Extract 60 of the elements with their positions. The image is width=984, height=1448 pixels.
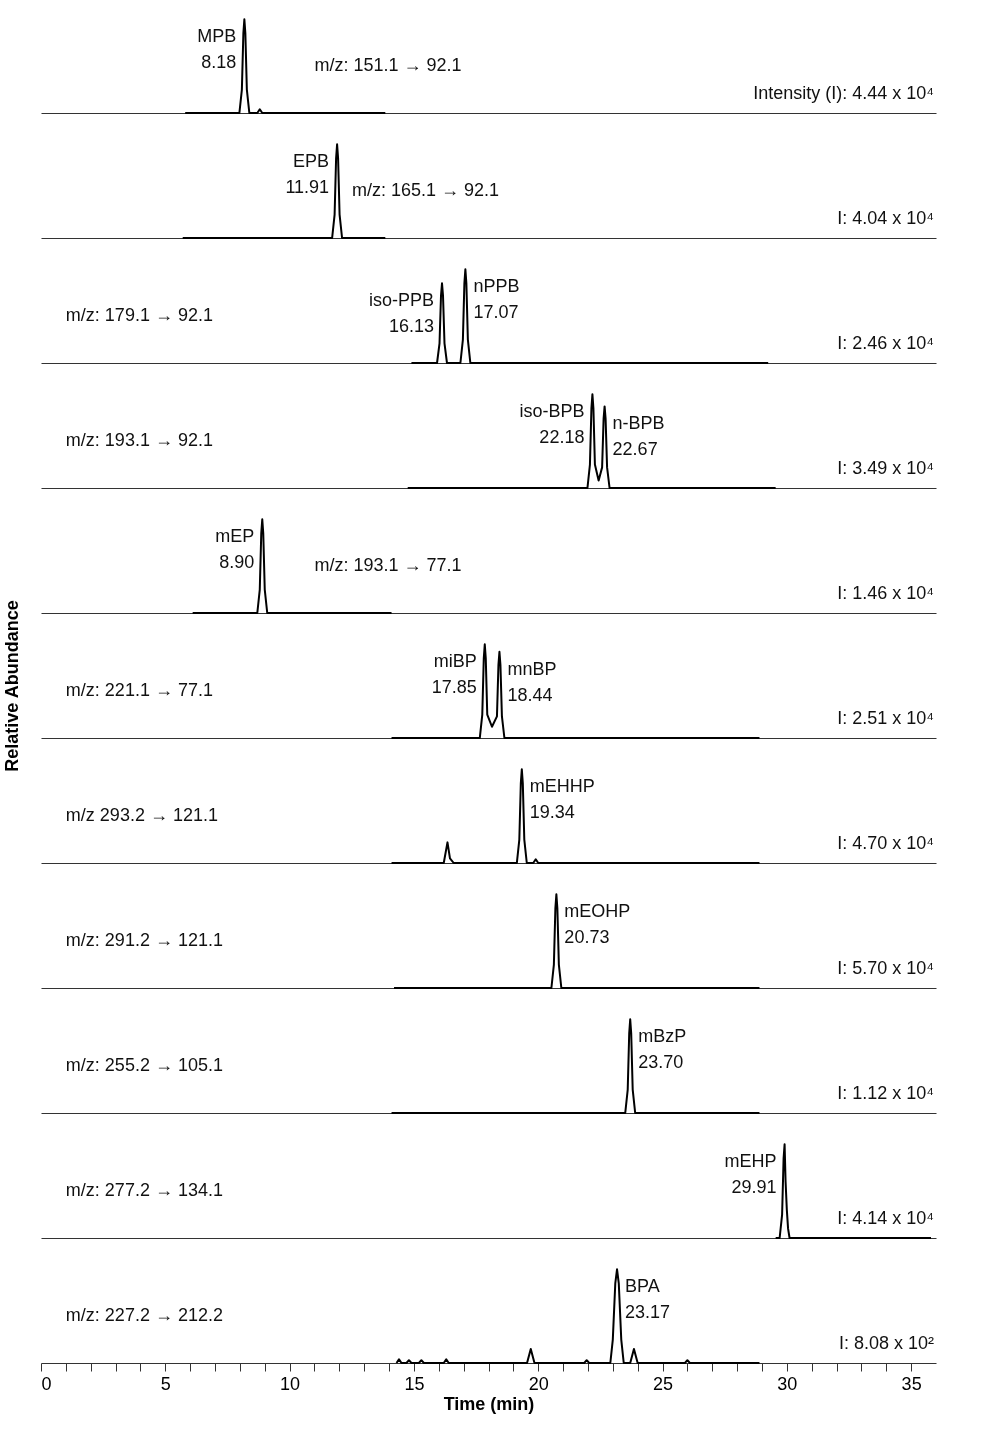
- annotation: 17.85: [431, 677, 477, 698]
- annotation: 20.73: [564, 927, 610, 948]
- annotation: I: 1.12 x 10⁴: [837, 1083, 934, 1104]
- x-tick-label: 5: [160, 1373, 171, 1394]
- annotation: m/z: 193.1 → 77.1: [314, 555, 462, 576]
- annotation: I: 4.70 x 10⁴: [837, 833, 934, 854]
- annotation: m/z: 255.2 → 105.1: [65, 1055, 223, 1076]
- annotation: miBP: [433, 651, 477, 672]
- annotation: I: 1.46 x 10⁴: [837, 583, 934, 604]
- annotation: 23.17: [625, 1302, 671, 1323]
- annotation: m/z: 193.1 → 92.1: [65, 430, 213, 451]
- annotation: 17.07: [473, 302, 519, 323]
- annotation: 22.18: [539, 427, 585, 448]
- annotation: nPPB: [473, 276, 520, 297]
- annotation: mBzP: [638, 1026, 687, 1047]
- annotation: EPB: [293, 151, 330, 172]
- annotation: I: 4.14 x 10⁴: [837, 1208, 934, 1229]
- y-axis-title: Relative Abundance: [1, 600, 22, 772]
- annotation: 8.90: [219, 552, 255, 573]
- annotation: I: 4.04 x 10⁴: [837, 208, 934, 229]
- annotation: I: 3.49 x 10⁴: [837, 458, 934, 479]
- annotation: mEHHP: [529, 776, 595, 797]
- annotation: 22.67: [612, 439, 658, 460]
- annotation: iso-PPB: [368, 290, 435, 311]
- annotation: m/z: 221.1 → 77.1: [65, 680, 213, 701]
- annotation: BPA: [625, 1276, 660, 1297]
- annotation: m/z: 165.1 → 92.1: [352, 180, 500, 201]
- x-tick-label: 15: [404, 1373, 425, 1394]
- annotation: I: 8.08 x 10²: [838, 1333, 934, 1354]
- annotation: m/z: 227.2 → 212.2: [65, 1305, 223, 1326]
- annotation: iso-BPB: [519, 401, 585, 422]
- x-axis-title: Time (min): [443, 1393, 535, 1414]
- annotation: 16.13: [388, 316, 435, 337]
- x-tick-label: 20: [528, 1373, 549, 1394]
- annotation: m/z: 291.2 → 121.1: [65, 930, 223, 951]
- x-tick-label: 10: [280, 1373, 301, 1394]
- annotation: m/z 293.2 → 121.1: [65, 805, 218, 826]
- annotation: m/z: 277.2 → 134.1: [65, 1180, 223, 1201]
- x-tick-label: 35: [901, 1373, 922, 1394]
- annotation: 8.18: [201, 52, 237, 73]
- annotation: 19.34: [529, 802, 575, 823]
- annotation: 18.44: [507, 684, 553, 705]
- annotation: mEHP: [724, 1151, 777, 1172]
- annotation: I: 2.51 x 10⁴: [837, 708, 934, 729]
- annotation: m/z: 151.1 → 92.1: [314, 55, 462, 76]
- annotation: Intensity (I): 4.44 x 10⁴: [753, 83, 934, 104]
- annotation: mnBP: [507, 658, 557, 679]
- annotation: 23.70: [638, 1052, 684, 1073]
- x-tick-label: 25: [653, 1373, 674, 1394]
- annotation: I: 5.70 x 10⁴: [837, 958, 934, 979]
- annotation: 29.91: [731, 1177, 777, 1198]
- annotation: I: 2.46 x 10⁴: [837, 333, 934, 354]
- annotation: n-BPB: [612, 413, 665, 434]
- annotation: mEP: [215, 526, 255, 547]
- x-tick-label: 30: [777, 1373, 798, 1394]
- x-tick-label: 0: [41, 1373, 52, 1394]
- annotation: m/z: 179.1 → 92.1: [65, 305, 213, 326]
- annotation: MPB: [197, 26, 237, 47]
- annotation: mEOHP: [564, 901, 631, 922]
- annotation: 11.91: [285, 177, 330, 198]
